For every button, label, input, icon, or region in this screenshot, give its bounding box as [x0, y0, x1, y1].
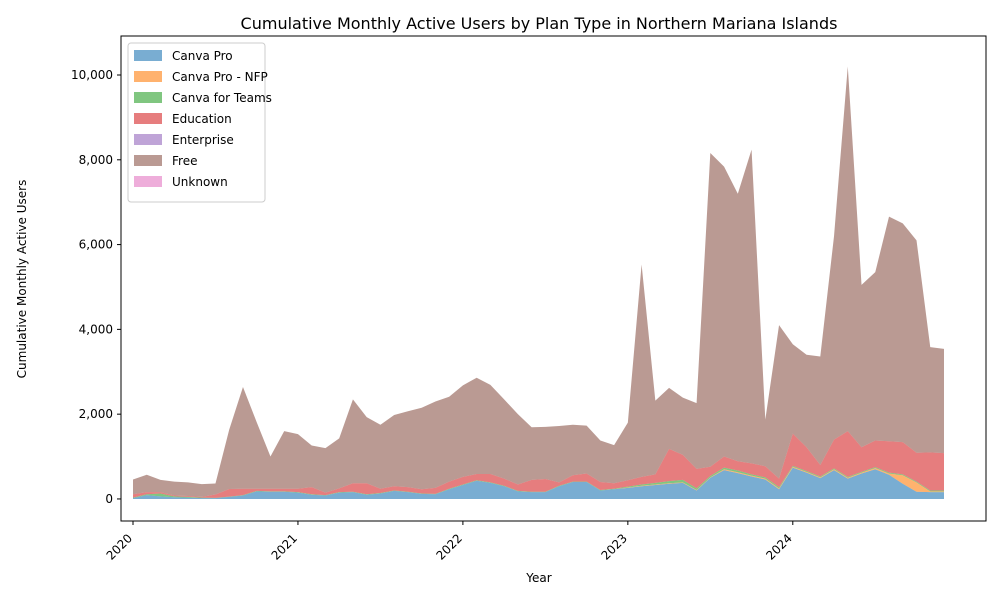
legend-label-canva-pro: Canva Pro [172, 49, 233, 63]
x-axis-label: Year [525, 571, 551, 585]
legend-box [127, 42, 266, 203]
legend-label-canva-pro-nfp: Canva Pro - NFP [172, 70, 268, 84]
area-series-group [133, 66, 944, 499]
area-education [133, 431, 944, 498]
y-axis: 0 2,000 4,000 6,000 8,000 10,000 [71, 68, 121, 506]
y-tick-label: 8,000 [79, 153, 113, 167]
area-free [133, 66, 944, 497]
legend-label-canva-for-teams: Canva for Teams [172, 91, 272, 105]
y-axis-label: Cumulative Monthly Active Users [15, 180, 29, 379]
x-tick-label: 2021 [269, 531, 300, 562]
legend-swatch-canva-for-teams [134, 92, 162, 103]
area-canva-pro [133, 467, 944, 499]
y-tick-label: 0 [105, 492, 113, 506]
legend-swatch-canva-pro [134, 50, 162, 61]
y-tick-label: 2,000 [79, 407, 113, 421]
x-tick-label: 2022 [434, 531, 465, 562]
legend-label-unknown: Unknown [172, 175, 228, 189]
legend-swatch-enterprise [134, 134, 162, 145]
x-tick-label: 2023 [598, 531, 629, 562]
legend-swatch-education [134, 113, 162, 124]
y-tick-label: 10,000 [71, 68, 113, 82]
x-tick-label: 2024 [763, 531, 794, 562]
legend: Canva Pro Canva Pro - NFP Canva for Teams E… [127, 42, 272, 203]
x-tick-label: 2020 [104, 531, 135, 562]
legend-label-enterprise: Enterprise [172, 133, 234, 147]
plot-frame [120, 35, 987, 522]
legend-label-education: Education [172, 112, 232, 126]
x-axis: 2020 2021 2022 2023 2024 [104, 521, 795, 563]
legend-swatch-free [134, 155, 162, 166]
legend-swatch-canva-pro-nfp [134, 71, 162, 82]
legend-label-free: Free [172, 154, 197, 168]
y-tick-label: 6,000 [79, 238, 113, 252]
y-tick-label: 4,000 [79, 322, 113, 336]
legend-swatch-unknown [134, 176, 162, 187]
chart-title: Cumulative Monthly Active Users by Plan … [241, 14, 838, 33]
